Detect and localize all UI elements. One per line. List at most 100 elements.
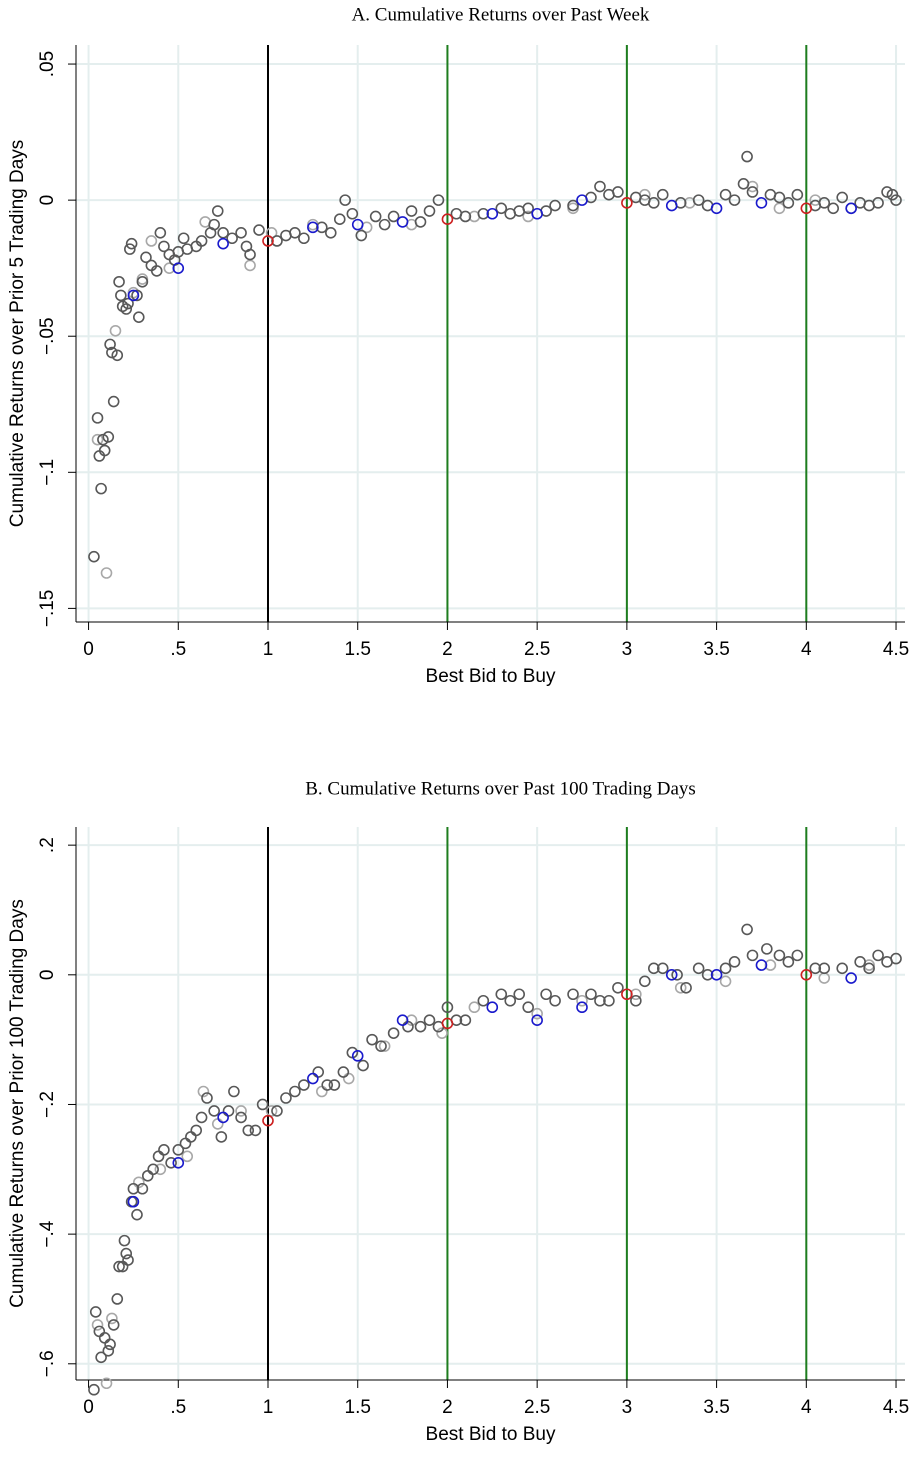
point: [253, 224, 265, 236]
point: [827, 202, 840, 215]
point: [692, 194, 705, 206]
point: [396, 216, 409, 228]
point: [172, 262, 185, 274]
point: [93, 1325, 106, 1338]
point: [179, 1137, 192, 1150]
point: [147, 1163, 159, 1176]
x-tick-label: 1.5: [345, 639, 371, 660]
y-tick-label: 0: [37, 195, 58, 206]
point: [441, 1017, 454, 1030]
point: [333, 213, 346, 225]
point: [746, 949, 759, 962]
point: [208, 218, 220, 231]
point: [387, 1027, 400, 1039]
point: [197, 1085, 210, 1098]
point: [106, 346, 118, 359]
y-tick-label: −.1: [37, 459, 58, 486]
x-tick-label: 3.5: [703, 639, 729, 660]
point: [89, 1306, 102, 1318]
point: [531, 207, 543, 220]
point: [701, 969, 714, 981]
point: [111, 349, 124, 362]
point: [549, 994, 561, 1007]
point: [339, 194, 351, 206]
point: [351, 1050, 364, 1062]
point: [375, 1040, 387, 1052]
point: [122, 1254, 134, 1266]
point: [576, 1001, 588, 1014]
point: [256, 1098, 269, 1111]
point: [111, 1293, 124, 1305]
point: [127, 1182, 140, 1195]
point: [124, 243, 136, 255]
point: [152, 1150, 165, 1163]
point: [158, 240, 170, 253]
x-tick-label: 4: [801, 639, 812, 660]
x-tick-label: 1: [263, 1397, 274, 1418]
point: [271, 235, 283, 247]
point: [513, 988, 526, 1001]
x-tick-label: 2: [442, 639, 453, 660]
point: [741, 150, 753, 163]
point: [369, 210, 382, 223]
point: [106, 1312, 118, 1325]
point: [674, 981, 687, 994]
x-tick-label: 3: [622, 639, 633, 660]
point: [100, 567, 113, 579]
point: [226, 232, 238, 245]
point: [761, 943, 773, 955]
point: [845, 972, 857, 984]
point: [158, 1144, 170, 1156]
point: [647, 197, 660, 209]
point: [719, 975, 732, 988]
point: [576, 194, 588, 206]
point: [181, 1150, 194, 1163]
point: [271, 1105, 283, 1117]
point: [113, 1260, 125, 1273]
y-tick-label: .2: [37, 837, 58, 853]
point: [585, 988, 597, 1001]
point: [531, 1014, 543, 1026]
point: [603, 994, 615, 1007]
point: [131, 1208, 143, 1221]
point: [423, 205, 436, 217]
point: [154, 1163, 167, 1176]
point: [773, 202, 786, 215]
point: [104, 1338, 116, 1351]
point: [289, 226, 301, 239]
point: [680, 981, 692, 994]
point: [195, 235, 208, 247]
point: [211, 1118, 224, 1130]
point: [639, 975, 651, 988]
point: [195, 1111, 208, 1124]
point: [890, 194, 902, 206]
point: [854, 956, 866, 968]
point: [782, 956, 795, 968]
x-axis-label: Best Bid to Buy: [426, 1424, 556, 1445]
point: [773, 949, 786, 962]
point: [477, 994, 490, 1007]
chart-title: B. Cumulative Returns over Past 100 Trad…: [305, 778, 696, 799]
point: [321, 1079, 334, 1091]
point: [459, 1014, 472, 1026]
point: [127, 289, 140, 302]
x-tick-label: 4.5: [883, 639, 909, 660]
x-tick-label: 1: [263, 639, 274, 660]
point: [378, 1040, 391, 1052]
y-tick-label: .05: [37, 51, 58, 77]
x-tick-label: 0: [83, 1397, 94, 1418]
point: [665, 199, 678, 212]
point: [495, 202, 508, 215]
point: [872, 949, 884, 962]
point: [328, 1079, 341, 1091]
point: [405, 1014, 418, 1026]
point: [594, 180, 606, 193]
point: [289, 1085, 301, 1098]
point: [262, 1114, 274, 1127]
point: [594, 994, 606, 1007]
point: [495, 988, 508, 1001]
point: [262, 235, 274, 247]
x-tick-label: 2: [442, 1397, 453, 1418]
point: [211, 205, 224, 217]
point: [235, 1105, 247, 1117]
